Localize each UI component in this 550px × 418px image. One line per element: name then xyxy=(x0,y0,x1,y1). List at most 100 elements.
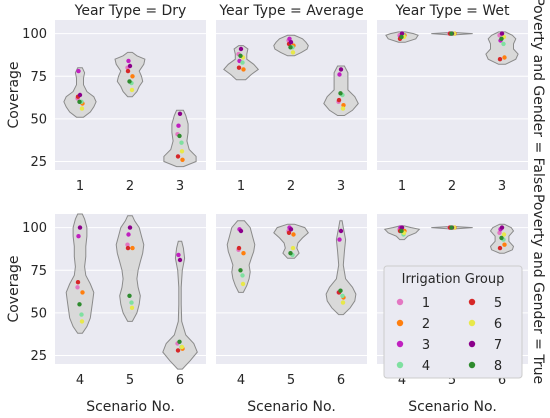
data-point-group-6 xyxy=(129,305,135,310)
data-point-group-2 xyxy=(291,232,296,237)
data-point-group-6 xyxy=(290,50,296,55)
data-point-group-1 xyxy=(497,230,502,235)
legend-marker-group-8 xyxy=(468,361,476,369)
data-point-group-5 xyxy=(125,245,131,251)
data-point-group-7 xyxy=(288,227,294,232)
x-tick-label: 5 xyxy=(126,373,134,388)
row-title: Poverty and Gender = True xyxy=(530,194,546,384)
data-point-group-4 xyxy=(240,273,245,278)
data-point-group-8 xyxy=(177,339,182,344)
x-tick-label: 4 xyxy=(237,373,245,388)
legend-marker-group-6 xyxy=(468,319,476,327)
data-point-group-5 xyxy=(175,154,181,159)
data-point-group-7 xyxy=(127,225,133,230)
data-point-group-8 xyxy=(238,53,243,58)
violin-shape xyxy=(273,223,309,259)
y-tick-label: 25 xyxy=(30,349,47,364)
x-tick-label: 1 xyxy=(237,179,245,194)
data-point-group-5 xyxy=(336,97,342,103)
violin-shape xyxy=(115,215,145,322)
x-tick-label: 4 xyxy=(398,373,406,388)
data-point-group-7 xyxy=(399,225,405,230)
data-point-group-6 xyxy=(340,300,346,305)
data-point-group-8 xyxy=(127,79,132,84)
data-point-group-8 xyxy=(449,31,454,36)
data-point-group-6 xyxy=(179,344,185,350)
legend-marker-group-7 xyxy=(468,340,476,348)
legend-marker-group-3 xyxy=(396,340,404,348)
data-point-group-1 xyxy=(75,285,80,290)
data-point-group-2 xyxy=(241,67,246,72)
x-tick-label: 6 xyxy=(498,373,506,388)
data-point-group-8 xyxy=(338,91,343,96)
x-tick-label: 3 xyxy=(176,179,184,194)
violin-shape xyxy=(226,220,256,293)
data-point-group-7 xyxy=(499,31,505,36)
data-point-group-8 xyxy=(399,228,404,234)
data-point-group-3 xyxy=(337,237,342,242)
y-tick-label: 50 xyxy=(30,306,47,321)
x-tick-label: 1 xyxy=(398,179,406,194)
data-point-group-6 xyxy=(340,106,346,111)
data-point-group-3 xyxy=(126,232,131,237)
data-point-group-2 xyxy=(180,157,185,162)
violin-shape xyxy=(162,240,198,370)
legend-box xyxy=(383,265,523,379)
data-point-group-6 xyxy=(79,106,85,111)
x-tick-label: 3 xyxy=(498,179,506,194)
x-tick-label: 2 xyxy=(448,179,456,194)
data-point-group-8 xyxy=(449,225,454,230)
data-point-group-5 xyxy=(497,57,503,62)
row-title: Poverty and Gender = False xyxy=(530,0,546,193)
data-point-group-2 xyxy=(502,55,507,60)
violin-shape xyxy=(114,51,146,98)
y-tick-label: 50 xyxy=(30,112,47,127)
data-point-group-5 xyxy=(497,245,503,251)
data-point-group-6 xyxy=(129,87,135,93)
data-point-group-6 xyxy=(79,319,85,324)
legend-title: Irrigation Group xyxy=(402,272,505,287)
data-point-group-3 xyxy=(337,72,342,77)
column-title: Year Type = Dry xyxy=(74,3,187,19)
data-point-group-8 xyxy=(338,288,343,293)
data-point-group-5 xyxy=(286,230,292,235)
data-point-group-8 xyxy=(499,36,504,41)
data-point-group-4 xyxy=(129,300,134,305)
data-point-group-7 xyxy=(238,228,244,234)
data-point-group-5 xyxy=(125,68,131,74)
data-point-group-3 xyxy=(76,68,81,74)
y-tick-label: 75 xyxy=(30,70,47,85)
data-point-group-2 xyxy=(502,242,507,247)
data-point-group-8 xyxy=(77,302,82,307)
x-tick-label: 3 xyxy=(337,179,345,194)
data-point-group-7 xyxy=(77,92,83,98)
legend-label: 1 xyxy=(422,296,430,311)
data-point-group-2 xyxy=(341,103,346,108)
violin-shape xyxy=(163,109,197,168)
violin-shape xyxy=(325,220,357,316)
violin-shape xyxy=(485,31,519,65)
x-tick-label: 4 xyxy=(76,373,84,388)
data-point-group-7 xyxy=(177,257,183,263)
x-tick-label: 6 xyxy=(176,373,184,388)
legend-label: 8 xyxy=(494,359,502,374)
data-point-group-5 xyxy=(175,348,181,353)
violin-shape xyxy=(65,213,95,334)
x-tick-label: 2 xyxy=(287,179,295,194)
legend-label: 7 xyxy=(494,338,502,353)
legend-label: 3 xyxy=(422,338,430,353)
data-point-group-3 xyxy=(287,36,292,41)
x-axis-label: Scenario No. xyxy=(247,399,336,415)
legend-marker-group-2 xyxy=(396,319,404,327)
x-tick-label: 1 xyxy=(76,179,84,194)
data-point-group-3 xyxy=(126,58,131,64)
x-tick-label: 6 xyxy=(337,373,345,388)
data-point-group-6 xyxy=(501,232,507,237)
data-point-group-8 xyxy=(127,293,132,298)
data-point-group-8 xyxy=(288,45,293,50)
y-tick-label: 25 xyxy=(30,155,47,170)
legend-marker-group-1 xyxy=(396,298,404,306)
data-point-group-5 xyxy=(236,65,242,70)
data-point-group-7 xyxy=(499,225,505,230)
